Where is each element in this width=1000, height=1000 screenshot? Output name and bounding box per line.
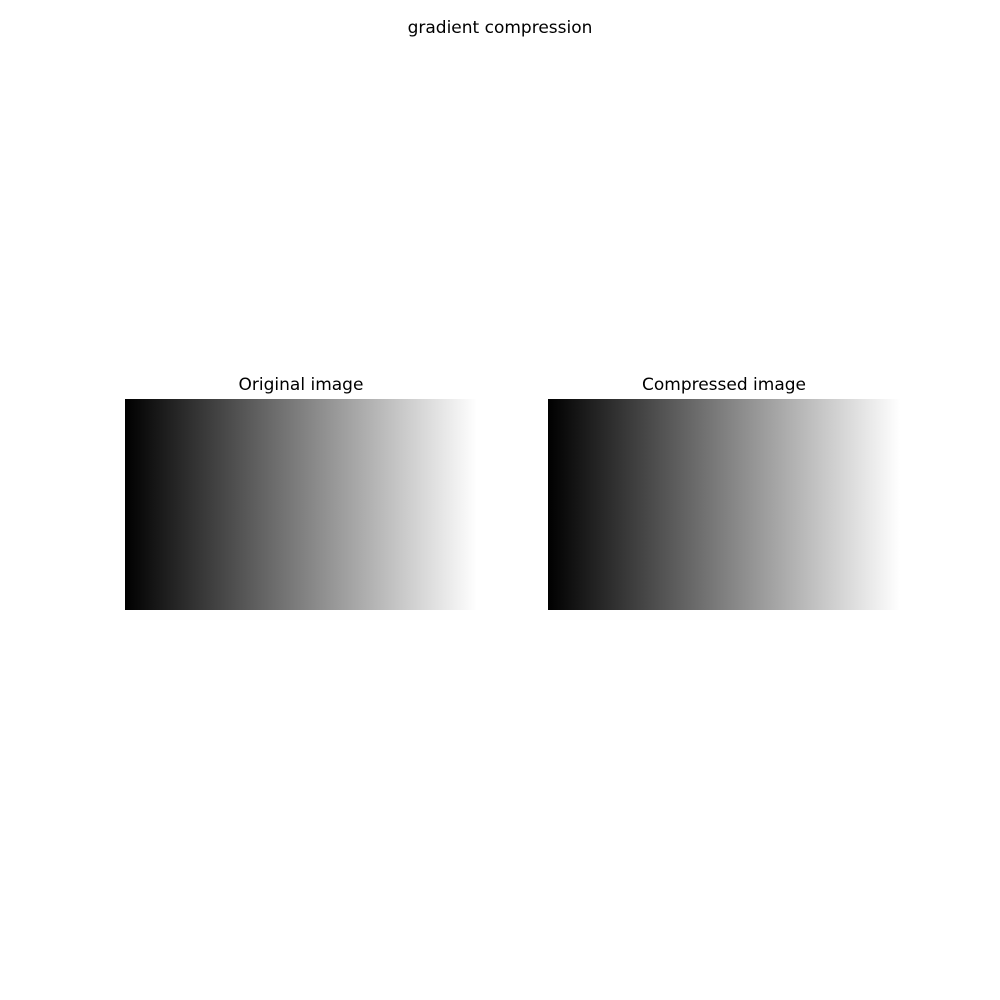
figure-title: gradient compression: [407, 18, 593, 38]
original-gradient-image: [125, 399, 477, 610]
original-image-title: Original image: [238, 375, 364, 395]
compressed-gradient-image: [548, 399, 900, 610]
compressed-image-title: Compressed image: [641, 375, 806, 395]
